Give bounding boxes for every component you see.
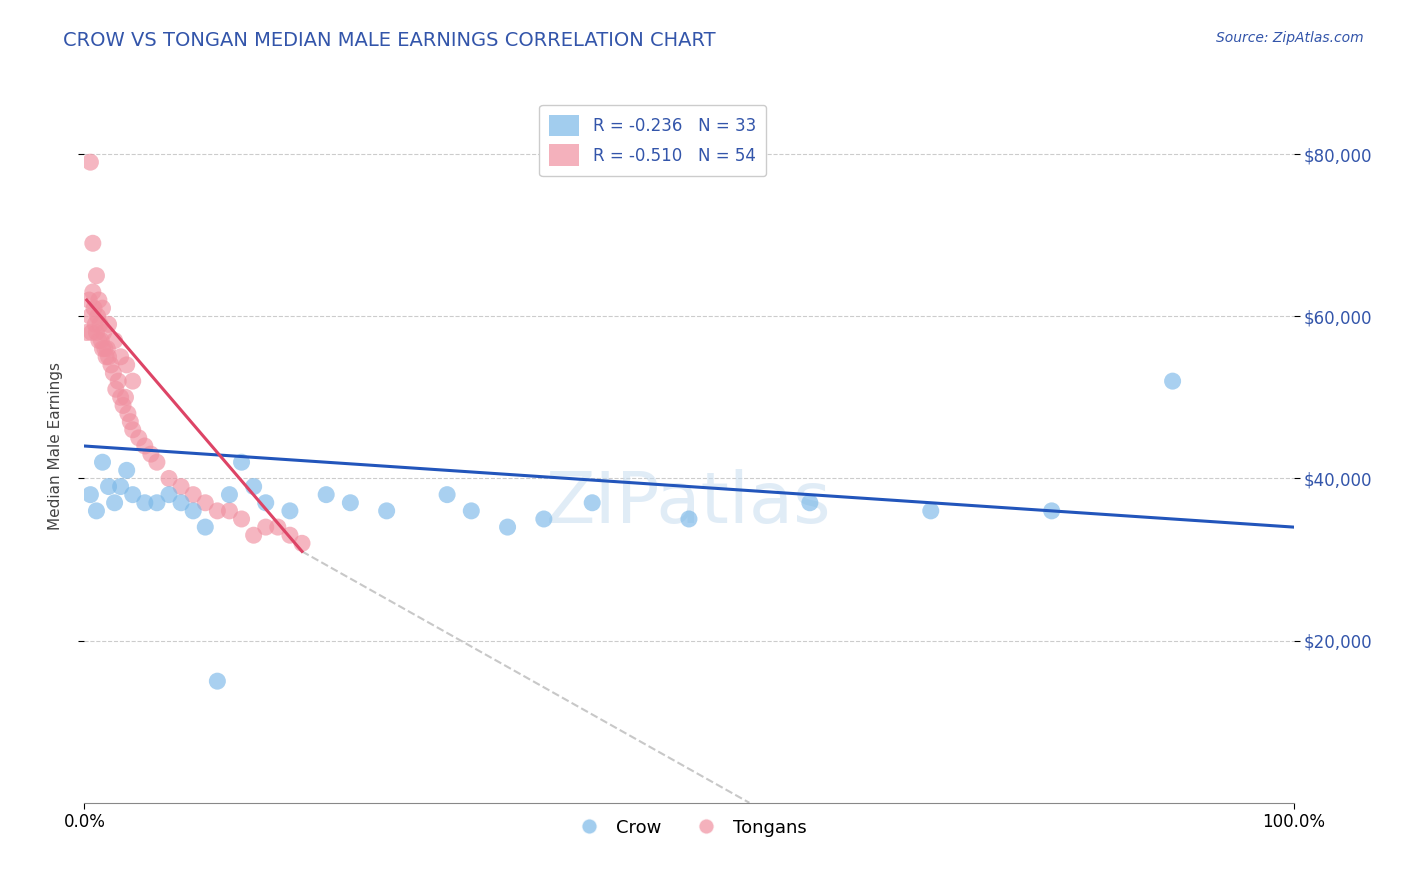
- Point: [104, 382, 127, 396]
- Point: [242, 528, 264, 542]
- Point: [231, 455, 253, 469]
- Point: [134, 439, 156, 453]
- Point: [86, 504, 108, 518]
- Point: [339, 496, 361, 510]
- Point: [157, 488, 180, 502]
- Point: [80, 326, 103, 340]
- Point: [89, 318, 111, 332]
- Point: [115, 358, 138, 372]
- Point: [139, 447, 162, 461]
- Point: [157, 471, 180, 485]
- Point: [82, 236, 104, 251]
- Point: [128, 431, 150, 445]
- Point: [91, 455, 114, 469]
- Point: [76, 326, 98, 340]
- Point: [110, 350, 132, 364]
- Y-axis label: Median Male Earnings: Median Male Earnings: [48, 362, 63, 530]
- Point: [291, 536, 314, 550]
- Point: [79, 488, 101, 502]
- Point: [436, 488, 458, 502]
- Point: [267, 520, 290, 534]
- Point: [114, 390, 136, 404]
- Text: ZIPatlas: ZIPatlas: [546, 468, 832, 538]
- Point: [96, 342, 118, 356]
- Point: [181, 488, 204, 502]
- Point: [86, 310, 108, 324]
- Point: [375, 504, 398, 518]
- Point: [90, 334, 112, 348]
- Point: [254, 496, 277, 510]
- Point: [678, 512, 700, 526]
- Point: [581, 496, 603, 510]
- Point: [112, 399, 135, 413]
- Point: [104, 496, 127, 510]
- Point: [120, 415, 142, 429]
- Point: [181, 504, 204, 518]
- Point: [1161, 374, 1184, 388]
- Point: [77, 293, 100, 307]
- Point: [799, 496, 821, 510]
- Point: [1040, 504, 1063, 518]
- Point: [110, 479, 132, 493]
- Point: [533, 512, 555, 526]
- Point: [87, 293, 110, 307]
- Point: [146, 455, 169, 469]
- Point: [83, 301, 105, 315]
- Point: [91, 301, 114, 315]
- Point: [97, 318, 120, 332]
- Point: [242, 479, 264, 493]
- Point: [94, 350, 117, 364]
- Point: [496, 520, 519, 534]
- Point: [121, 423, 143, 437]
- Point: [194, 496, 217, 510]
- Point: [254, 520, 277, 534]
- Point: [121, 488, 143, 502]
- Point: [920, 504, 942, 518]
- Point: [103, 366, 125, 380]
- Point: [218, 504, 240, 518]
- Point: [170, 479, 193, 493]
- Text: Source: ZipAtlas.com: Source: ZipAtlas.com: [1216, 31, 1364, 45]
- Point: [115, 463, 138, 477]
- Point: [231, 512, 253, 526]
- Point: [84, 318, 107, 332]
- Point: [97, 479, 120, 493]
- Point: [107, 374, 129, 388]
- Point: [121, 374, 143, 388]
- Point: [218, 488, 240, 502]
- Point: [194, 520, 217, 534]
- Point: [170, 496, 193, 510]
- Point: [82, 285, 104, 299]
- Text: CROW VS TONGAN MEDIAN MALE EARNINGS CORRELATION CHART: CROW VS TONGAN MEDIAN MALE EARNINGS CORR…: [63, 31, 716, 50]
- Point: [79, 155, 101, 169]
- Point: [100, 358, 122, 372]
- Point: [278, 528, 301, 542]
- Point: [87, 334, 110, 348]
- Point: [117, 407, 139, 421]
- Point: [79, 310, 101, 324]
- Point: [315, 488, 337, 502]
- Point: [94, 342, 117, 356]
- Point: [278, 504, 301, 518]
- Point: [104, 334, 127, 348]
- Point: [86, 268, 108, 283]
- Point: [460, 504, 482, 518]
- Point: [134, 496, 156, 510]
- Point: [110, 390, 132, 404]
- Point: [146, 496, 169, 510]
- Point: [86, 326, 108, 340]
- Point: [207, 504, 229, 518]
- Point: [93, 326, 115, 340]
- Point: [207, 674, 229, 689]
- Point: [97, 350, 120, 364]
- Point: [91, 342, 114, 356]
- Legend: Crow, Tongans: Crow, Tongans: [564, 812, 814, 844]
